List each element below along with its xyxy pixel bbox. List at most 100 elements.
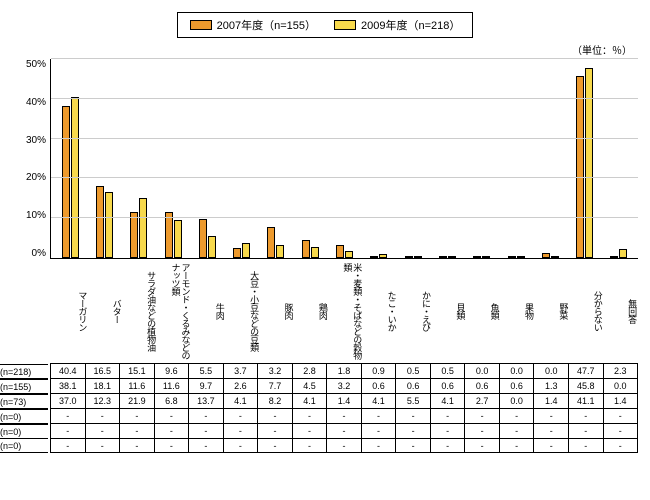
bars-container: [51, 59, 638, 258]
table-cell: 15.1: [119, 364, 154, 378]
bar-group: [362, 59, 396, 258]
table-cell: 1.4: [533, 394, 568, 408]
legend-label: 2007年度（n=155）: [217, 17, 316, 33]
table-cell: 3.2: [257, 364, 292, 378]
gridline: [51, 98, 638, 99]
table-row-label: 2009年度(n=218): [0, 364, 48, 379]
x-tick-label: 大豆・小豆などの豆類: [224, 259, 258, 359]
table-cell: -: [430, 439, 465, 452]
table-cell: -: [257, 439, 292, 452]
y-tick-label: 30%: [26, 135, 46, 146]
x-tick-label: 貝類: [430, 259, 464, 359]
bar: [139, 198, 147, 258]
table-cell: 0.5: [395, 364, 430, 378]
legend-label: 2009年度（n=218）: [361, 17, 460, 33]
table-cell: -: [119, 409, 154, 423]
table-cell: 0.6: [361, 379, 396, 393]
table-row-label: 2005年度(n=73): [0, 394, 48, 409]
x-tick-label: 魚類: [464, 259, 498, 359]
bar: [233, 248, 241, 258]
table-cell: 7.7: [257, 379, 292, 393]
table-cell: -: [361, 424, 396, 438]
table-cell: -: [533, 439, 568, 452]
table-cell: -: [361, 439, 396, 452]
table-cell: 0.5: [430, 364, 465, 378]
table-cell: -: [223, 409, 258, 423]
legend-item: 2009年度（n=218）: [334, 17, 460, 33]
table-cell: -: [292, 439, 327, 452]
table-row: 2005年度(n=73)37.012.321.96.813.74.18.24.1…: [50, 393, 638, 408]
y-tick-label: 0%: [32, 248, 46, 259]
plot-area: [50, 59, 638, 259]
table-cell: 0.6: [395, 379, 430, 393]
table-row-label: 2003年度(n=0): [0, 409, 48, 424]
table-row: 2003年度(n=0)-----------------: [50, 408, 638, 423]
table-cell: 37.0: [50, 394, 85, 408]
table-cell: -: [499, 409, 534, 423]
y-tick-label: 40%: [26, 97, 46, 108]
table-cell: -: [85, 439, 120, 452]
bar: [345, 251, 353, 258]
x-tick-label: 豚肉: [258, 259, 292, 359]
bar: [379, 254, 387, 258]
table-cell: 45.8: [568, 379, 603, 393]
table-cell: 9.7: [188, 379, 223, 393]
bar-group: [293, 59, 327, 258]
table-cell: -: [533, 424, 568, 438]
x-tick-label: たこ・いか: [361, 259, 395, 359]
bar: [482, 256, 490, 258]
table-cell: 2.3: [603, 364, 639, 378]
table-cell: -: [533, 409, 568, 423]
bar-group: [602, 59, 636, 258]
y-axis: 50%40%30%20%10%0%: [12, 59, 50, 259]
legend-swatch-2009: [334, 20, 356, 30]
bar: [370, 256, 378, 258]
x-tick-label: 分からない: [567, 259, 601, 359]
bar-group: [190, 59, 224, 258]
table-cell: 40.4: [50, 364, 85, 378]
table-cell: 38.1: [50, 379, 85, 393]
table-row-label: 2002年度(n=0): [0, 424, 48, 439]
bar: [311, 247, 319, 258]
bar-group: [259, 59, 293, 258]
bar: [105, 192, 113, 258]
table-cell: 16.5: [85, 364, 120, 378]
table-cell: -: [361, 409, 396, 423]
bar: [242, 243, 250, 258]
table-row: 2000年度(n=0)-----------------: [50, 438, 638, 453]
table-cell: -: [568, 409, 603, 423]
table-cell: 1.4: [326, 394, 361, 408]
table-row: 2007年度(n=155)38.118.111.611.69.72.67.74.…: [50, 378, 638, 393]
bar: [62, 106, 70, 258]
gridline: [51, 138, 638, 139]
table-cell: -: [119, 439, 154, 452]
table-cell: -: [603, 439, 639, 452]
table-cell: 1.4: [603, 394, 639, 408]
bar-group: [430, 59, 464, 258]
bar: [517, 256, 525, 258]
table-cell: 11.6: [119, 379, 154, 393]
table-cell: -: [603, 424, 639, 438]
table-row-label: 2000年度(n=0): [0, 438, 48, 453]
table-cell: -: [464, 409, 499, 423]
table-cell: -: [257, 424, 292, 438]
table-cell: -: [50, 439, 85, 452]
bar: [130, 212, 138, 258]
bar: [439, 256, 447, 258]
table-cell: -: [154, 439, 189, 452]
table-cell: -: [188, 424, 223, 438]
unit-label: （単位：％）: [12, 42, 638, 57]
table-cell: 0.9: [361, 364, 396, 378]
table-cell: -: [326, 424, 361, 438]
x-tick-label: 米・麦類・そばなどの穀物類: [327, 259, 361, 359]
bar: [610, 256, 618, 258]
table-cell: -: [603, 409, 639, 423]
table-cell: 9.6: [154, 364, 189, 378]
table-cell: 2.8: [292, 364, 327, 378]
table-cell: -: [430, 409, 465, 423]
bar-group: [533, 59, 567, 258]
bar: [576, 76, 584, 258]
y-tick-label: 50%: [26, 59, 46, 70]
table-cell: -: [223, 424, 258, 438]
table-cell: 0.6: [430, 379, 465, 393]
